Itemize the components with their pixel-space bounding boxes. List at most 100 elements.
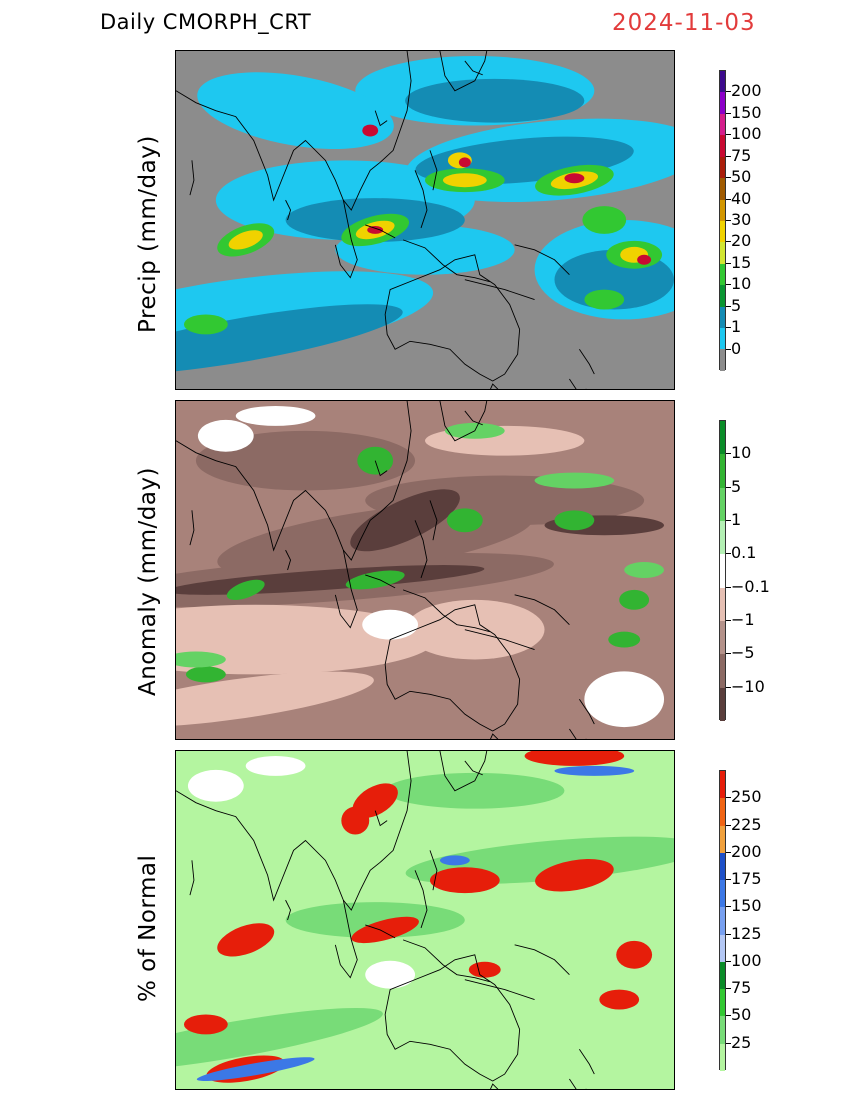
colorbar-segment xyxy=(720,771,725,799)
colorbar-segment xyxy=(720,113,725,136)
colorbar-tick-label: −0.1 xyxy=(731,576,770,596)
colorbar-segment xyxy=(720,487,725,521)
colorbar-tick-label: 100 xyxy=(731,124,762,144)
colorbar-segment xyxy=(720,520,725,555)
colorbar-tick-mark xyxy=(726,851,731,853)
colorbar-tick-label: −1 xyxy=(731,610,755,629)
colorbar-tick-mark xyxy=(726,879,731,881)
colorbar-tick-mark xyxy=(726,327,731,329)
colorbar-tick-label: 15 xyxy=(731,252,752,272)
colorbar-tick-mark xyxy=(726,284,731,286)
colorbar-segment xyxy=(720,961,725,990)
colorbar-segment xyxy=(720,934,725,962)
colorbar-segment xyxy=(720,71,725,93)
colorbar-segment xyxy=(720,554,725,588)
precip-map-panel xyxy=(175,50,675,390)
colorbar-tick-label: 30 xyxy=(731,210,752,229)
colorbar-segment xyxy=(720,349,725,371)
colorbar-tick-mark xyxy=(726,262,731,264)
percent-normal-colorbar xyxy=(719,770,726,1071)
colorbar-segment xyxy=(720,242,725,264)
colorbar-tick-label: 0 xyxy=(731,338,742,358)
colorbar-tick-label: 100 xyxy=(731,950,762,970)
colorbar-tick-label: 20 xyxy=(731,231,752,251)
colorbar-segment xyxy=(720,199,725,221)
map-field xyxy=(176,401,674,739)
colorbar-segment xyxy=(720,263,725,286)
colorbar-tick-label: 0.1 xyxy=(731,543,757,563)
precip-colorbar xyxy=(719,70,726,371)
colorbar-tick-label: 175 xyxy=(731,869,762,889)
colorbar-tick-label: 25 xyxy=(731,1032,752,1052)
colorbar-tick-mark xyxy=(726,686,731,688)
colorbar-segment xyxy=(720,178,725,200)
colorbar-segment xyxy=(720,825,725,853)
colorbar-tick-label: 125 xyxy=(731,923,762,943)
colorbar-tick-mark xyxy=(726,797,731,799)
colorbar-tick-label: 50 xyxy=(731,167,752,187)
colorbar-tick-mark xyxy=(726,586,731,588)
colorbar-segment xyxy=(720,620,725,655)
panel-precip-ylabel: Precip (mm/day) xyxy=(135,135,161,333)
colorbar-tick-mark xyxy=(726,960,731,962)
colorbar-tick-mark xyxy=(726,198,731,200)
colorbar-tick-mark xyxy=(726,620,731,621)
colorbar-segment xyxy=(720,220,725,243)
colorbar-tick-mark xyxy=(726,520,731,521)
anomaly-map-panel xyxy=(175,400,675,740)
colorbar-tick-mark xyxy=(726,453,731,455)
colorbar-tick-mark xyxy=(726,112,731,114)
colorbar-tick-mark xyxy=(726,933,731,935)
colorbar-tick-label: 200 xyxy=(731,81,762,101)
colorbar-segment xyxy=(720,328,725,350)
colorbar-tick-label: 225 xyxy=(731,814,762,834)
product-title: Daily CMORPH_CRT xyxy=(100,10,312,34)
panel-percent-ylabel: % of Normal xyxy=(135,854,161,1002)
map-field xyxy=(176,51,674,389)
colorbar-segment xyxy=(720,880,725,908)
colorbar-tick-mark xyxy=(726,155,731,157)
colorbar-segment xyxy=(720,989,725,1017)
colorbar-tick-mark xyxy=(726,653,731,655)
colorbar-tick-mark xyxy=(726,824,731,826)
colorbar-segment xyxy=(720,135,725,157)
colorbar-tick-label: 1 xyxy=(731,317,742,337)
colorbar-tick-mark xyxy=(726,486,731,488)
colorbar-tick-mark xyxy=(726,134,731,136)
colorbar-tick-mark xyxy=(726,553,731,555)
colorbar-tick-label: 150 xyxy=(731,102,762,122)
colorbar-tick-label: 200 xyxy=(731,841,762,861)
colorbar-tick-mark xyxy=(726,348,731,350)
colorbar-tick-mark xyxy=(726,91,731,93)
colorbar-tick-mark xyxy=(726,241,731,243)
colorbar-tick-label: 75 xyxy=(731,145,752,165)
colorbar-tick-label: 10 xyxy=(731,274,752,294)
colorbar-tick-label: 10 xyxy=(731,443,752,463)
colorbar-tick-label: 50 xyxy=(731,1005,752,1025)
colorbar-segment xyxy=(720,852,725,881)
colorbar-tick-label: 40 xyxy=(731,188,752,208)
colorbar-segment xyxy=(720,907,725,935)
colorbar-tick-label: 250 xyxy=(731,787,762,807)
colorbar-segment xyxy=(720,421,725,455)
colorbar-tick-label: −5 xyxy=(731,643,755,663)
colorbar-segment xyxy=(720,798,725,826)
colorbar-segment xyxy=(720,1043,725,1071)
colorbar-tick-mark xyxy=(726,177,731,179)
panel-anomaly-ylabel: Anomaly (mm/day) xyxy=(135,466,161,696)
anomaly-colorbar xyxy=(719,420,726,721)
colorbar-segment xyxy=(720,587,725,621)
colorbar-tick-label: 150 xyxy=(731,896,762,916)
map-field xyxy=(176,751,674,1089)
colorbar-tick-label: 5 xyxy=(731,476,742,496)
colorbar-tick-mark xyxy=(726,1042,731,1044)
colorbar-segment xyxy=(720,654,725,688)
colorbar-segment xyxy=(720,156,725,179)
colorbar-tick-mark xyxy=(726,1015,731,1017)
colorbar-segment xyxy=(720,285,725,307)
colorbar-tick-label: 1 xyxy=(731,510,742,529)
colorbar-segment xyxy=(720,454,725,488)
colorbar-segment xyxy=(720,306,725,329)
colorbar-tick-mark xyxy=(726,305,731,307)
date-label: 2024-11-03 xyxy=(612,10,756,36)
